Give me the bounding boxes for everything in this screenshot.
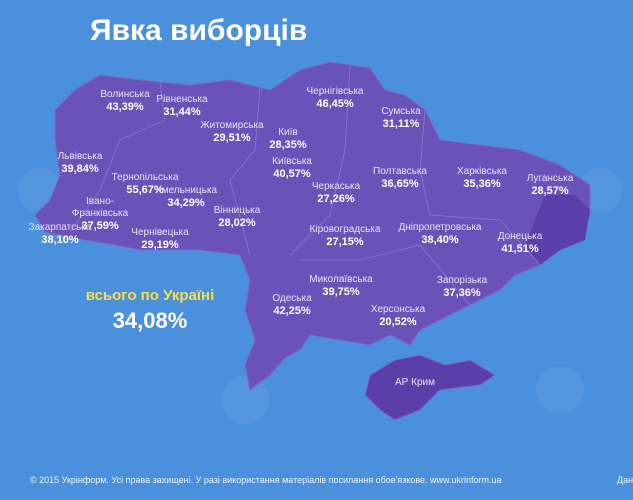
region-label: Київська 40,57% — [272, 156, 312, 180]
region-turnout: 39,75% — [322, 286, 360, 298]
region-label: Миколаївська 39,75% — [309, 274, 373, 298]
region-name: Кіровоградська — [309, 224, 381, 235]
region-turnout: 38,10% — [41, 234, 79, 246]
region-name: Житомирська — [200, 120, 264, 131]
region-turnout: 39,84% — [61, 163, 99, 175]
region-label: Харківська 35,36% — [457, 166, 507, 190]
region-label: АР Крим — [395, 377, 435, 389]
borders — [69, 65, 541, 306]
region-name: Донецька — [497, 231, 543, 242]
region-name: Чернігівська — [306, 86, 364, 97]
footer: © 2015 Укрінформ. Усі права захищені. У … — [30, 475, 502, 485]
region-turnout: 27,15% — [326, 236, 364, 248]
region-name: Волинська — [100, 89, 150, 100]
region-name: Луганська — [526, 173, 574, 184]
region-turnout: 28,35% — [269, 139, 307, 151]
region-turnout: 43,39% — [106, 101, 144, 113]
region-turnout: 31,11% — [382, 118, 420, 130]
region-label: Вінницька 28,02% — [214, 205, 261, 229]
region-name: Київ — [278, 127, 298, 138]
region-name: Рівненська — [156, 94, 208, 105]
region-label: Полтавська 36,65% — [373, 166, 427, 190]
region-label: Луганська 28,57% — [527, 173, 574, 197]
title: Явка виборців — [90, 14, 308, 47]
region-label: Чернігівська 46,45% — [307, 86, 364, 110]
region-name: Одеська — [272, 293, 312, 304]
region-label: Херсонська 20,52% — [371, 304, 425, 328]
region-name: АР Крим — [395, 377, 435, 388]
total-value: 34,08% — [112, 308, 188, 333]
region-name: Івано- Франківська — [71, 196, 129, 219]
region-turnout: 27,26% — [317, 193, 355, 205]
crimea — [364, 354, 496, 421]
region-turnout: 37,36% — [443, 287, 481, 299]
region-label: Тернопільська 55,67% — [112, 172, 179, 196]
region-name: Київська — [272, 156, 312, 167]
region-label: Дніпропетровська 38,40% — [399, 222, 482, 246]
region-turnout: 28,57% — [531, 185, 569, 197]
region-turnout: 46,45% — [316, 98, 354, 110]
region-name: Чернівецька — [131, 227, 189, 238]
region-label: Донецька 41,51% — [498, 231, 543, 255]
region-label: Хмельницька 34,29% — [155, 185, 217, 209]
region-name: Львівська — [57, 151, 103, 162]
total-label: всього по Україні — [85, 287, 215, 304]
region-label: Одеська 42,25% — [272, 293, 311, 317]
region-name: Дніпропетровська — [398, 222, 482, 233]
region-name: Миколаївська — [309, 274, 373, 285]
region-name: Черкаська — [311, 181, 361, 192]
region-label: Рівненська 31,44% — [156, 94, 207, 118]
region-name: Тернопільська — [111, 172, 179, 183]
region-label: Сумська 31,11% — [381, 106, 420, 130]
region-label: Івано- Франківська 37,59% — [65, 196, 135, 232]
region-label: Чернівецька 29,19% — [131, 227, 188, 251]
region-turnout: 37,59% — [81, 220, 119, 232]
region-name: Закарпатська — [28, 222, 92, 233]
region-turnout: 34,29% — [167, 197, 205, 209]
region-name: Запорізька — [436, 275, 488, 286]
region-turnout: 40,57% — [273, 168, 311, 180]
eastern-area — [525, 195, 590, 265]
region-name: Хмельницька — [154, 185, 218, 196]
region-turnout: 36,65% — [381, 178, 419, 190]
region-label: Львівська 39,84% — [58, 151, 103, 175]
region-turnout: 42,25% — [273, 305, 311, 317]
footer-cut: Дан — [617, 475, 633, 485]
region-turnout: 38,40% — [421, 234, 459, 246]
region-label: Закарпатська 38,10% — [29, 222, 92, 246]
region-turnout: 35,36% — [463, 178, 501, 190]
region-turnout: 29,51% — [213, 132, 251, 144]
region-turnout: 41,51% — [501, 243, 539, 255]
region-turnout: 20,52% — [379, 316, 417, 328]
region-label: Житомирська 29,51% — [200, 120, 263, 144]
region-turnout: 29,19% — [141, 239, 179, 251]
region-name: Херсонська — [370, 304, 426, 315]
region-label: Запорізька 37,36% — [437, 275, 487, 299]
region-name: Сумська — [381, 106, 421, 117]
ukraine-mainland — [34, 61, 591, 391]
region-label: Київ 28,35% — [269, 127, 306, 151]
region-label: Черкаська 27,26% — [312, 181, 360, 205]
region-turnout: 28,02% — [218, 217, 256, 229]
region-label: Кіровоградська 27,15% — [310, 224, 381, 248]
region-name: Харківська — [457, 166, 507, 177]
region-turnout: 55,67% — [126, 184, 164, 196]
region-label: Волинська 43,39% — [100, 89, 149, 113]
region-name: Полтавська — [373, 166, 427, 177]
region-turnout: 31,44% — [163, 106, 201, 118]
region-name: Вінницька — [213, 205, 261, 216]
